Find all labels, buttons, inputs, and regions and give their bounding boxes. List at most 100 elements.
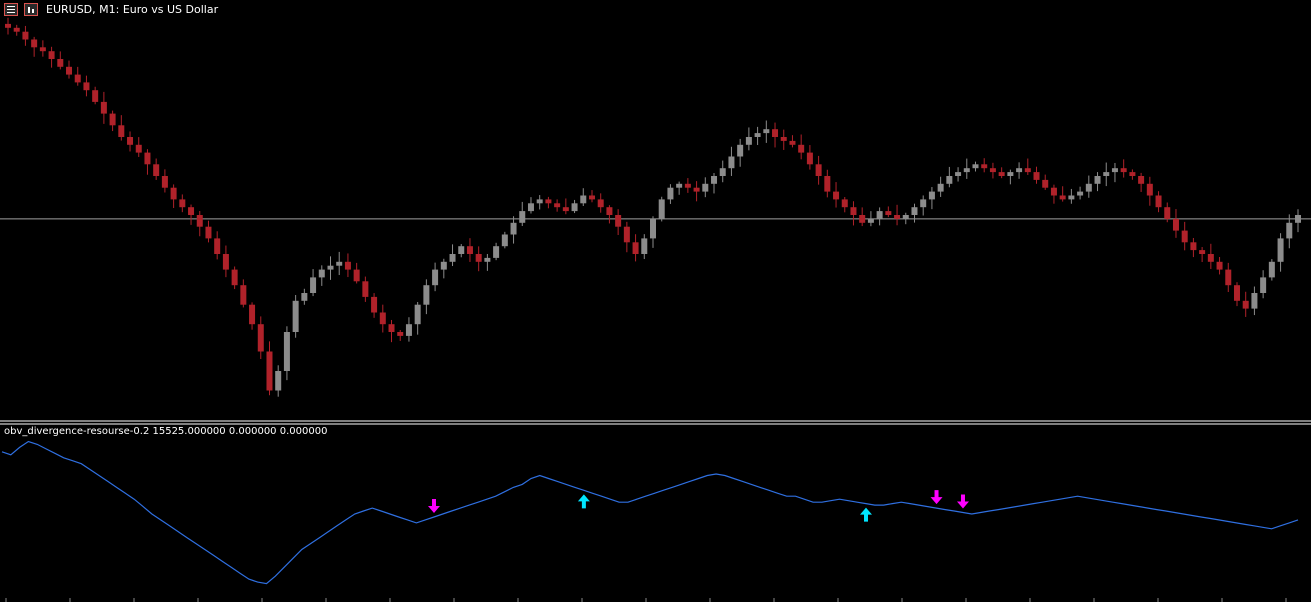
candle bbox=[57, 59, 64, 67]
candle bbox=[580, 195, 587, 204]
candle bbox=[109, 113, 116, 126]
candle bbox=[318, 269, 325, 278]
buy-arrow-icon bbox=[860, 507, 872, 522]
candle bbox=[214, 238, 221, 254]
chart-menu-icon[interactable] bbox=[4, 3, 18, 16]
candle bbox=[179, 199, 186, 208]
candle bbox=[48, 51, 55, 59]
candle bbox=[789, 140, 796, 145]
candle bbox=[1146, 183, 1153, 196]
candle bbox=[5, 23, 11, 28]
candle bbox=[222, 254, 229, 270]
candle bbox=[519, 211, 526, 223]
candle bbox=[1172, 218, 1179, 231]
candle bbox=[100, 101, 107, 114]
candle bbox=[676, 183, 683, 188]
candle bbox=[955, 172, 962, 176]
candle bbox=[135, 144, 142, 153]
candle bbox=[1181, 230, 1188, 243]
candle bbox=[310, 277, 317, 293]
candle bbox=[1077, 191, 1084, 196]
candle bbox=[484, 257, 491, 262]
candle bbox=[658, 199, 665, 219]
candle bbox=[527, 203, 534, 212]
chart-properties-icon[interactable] bbox=[24, 3, 38, 16]
candle bbox=[501, 234, 508, 247]
candle bbox=[928, 191, 935, 200]
candle bbox=[1111, 168, 1118, 173]
candle bbox=[737, 144, 744, 157]
candle bbox=[205, 226, 212, 239]
candle bbox=[1155, 195, 1162, 208]
candle bbox=[1059, 195, 1066, 200]
candle bbox=[876, 211, 883, 219]
candle bbox=[353, 269, 360, 282]
candle bbox=[588, 195, 595, 200]
candle bbox=[1225, 269, 1232, 286]
candle bbox=[1268, 261, 1275, 278]
candle bbox=[283, 332, 290, 371]
candle bbox=[615, 215, 622, 227]
candle bbox=[1260, 277, 1267, 293]
candle bbox=[972, 164, 979, 169]
candle bbox=[458, 246, 465, 254]
sell-arrow-icon bbox=[428, 498, 440, 513]
sell-arrow-icon bbox=[930, 490, 943, 505]
candle bbox=[1233, 285, 1240, 301]
candle bbox=[240, 285, 247, 305]
candle bbox=[902, 215, 909, 219]
candle bbox=[1138, 176, 1145, 184]
candle bbox=[1207, 254, 1214, 262]
candle bbox=[998, 172, 1005, 176]
candle bbox=[118, 125, 125, 137]
candle bbox=[1085, 183, 1092, 192]
candle bbox=[763, 129, 770, 134]
candle bbox=[475, 254, 482, 262]
candle bbox=[867, 218, 874, 223]
candle bbox=[1199, 250, 1206, 254]
candle bbox=[850, 207, 857, 215]
candle bbox=[66, 66, 73, 75]
candle bbox=[780, 137, 787, 141]
candle bbox=[885, 211, 892, 215]
candle bbox=[1190, 242, 1197, 251]
candle bbox=[536, 199, 543, 204]
candle bbox=[606, 207, 613, 215]
candle bbox=[449, 254, 456, 262]
candle bbox=[946, 176, 953, 184]
candle bbox=[196, 215, 203, 227]
candle bbox=[379, 312, 386, 325]
candle bbox=[981, 164, 988, 169]
candle bbox=[1103, 172, 1110, 176]
candle bbox=[1164, 207, 1171, 219]
candle bbox=[1016, 168, 1023, 173]
candle bbox=[1295, 215, 1301, 223]
candle bbox=[1251, 293, 1258, 309]
candle bbox=[170, 187, 177, 200]
chart-title: EURUSD, M1: Euro vs US Dollar bbox=[46, 3, 219, 16]
candle bbox=[815, 164, 822, 176]
candle bbox=[188, 207, 195, 215]
candle bbox=[257, 324, 264, 352]
candle bbox=[397, 332, 404, 336]
candle bbox=[22, 31, 29, 40]
candle bbox=[1286, 222, 1293, 239]
candle bbox=[650, 218, 656, 239]
candle bbox=[31, 39, 38, 48]
candle bbox=[859, 215, 866, 223]
candle bbox=[745, 137, 752, 145]
candle bbox=[510, 222, 517, 235]
candle bbox=[1129, 172, 1136, 176]
candle bbox=[641, 238, 648, 254]
candle bbox=[632, 242, 639, 254]
candle bbox=[388, 324, 395, 332]
candle bbox=[702, 183, 709, 192]
candle bbox=[432, 269, 439, 286]
candle bbox=[754, 133, 761, 137]
indicator-label: obv_divergence-resourse-0.2 15525.000000… bbox=[4, 426, 328, 437]
candle bbox=[772, 129, 779, 137]
candle bbox=[13, 27, 20, 32]
candle bbox=[806, 152, 813, 165]
